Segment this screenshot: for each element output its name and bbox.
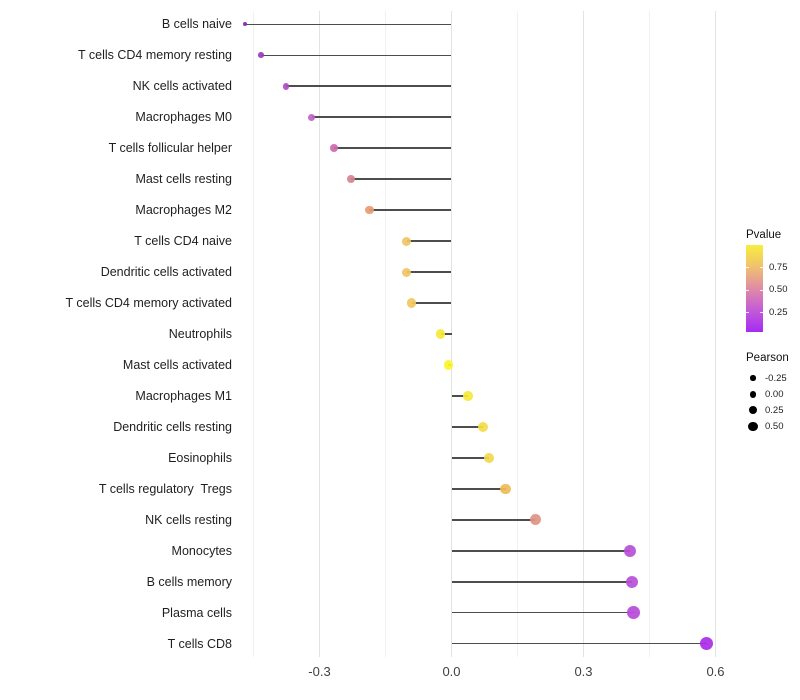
lollipop-dot bbox=[627, 606, 640, 620]
row-label: NK cells resting bbox=[145, 512, 232, 527]
lollipop-dot bbox=[402, 236, 412, 246]
lollipop-stem bbox=[411, 302, 452, 304]
lollipop-dot bbox=[282, 82, 290, 90]
row-label: T cells CD4 memory activated bbox=[65, 296, 233, 311]
row-label: NK cells activated bbox=[132, 79, 232, 94]
lollipop-dot bbox=[623, 544, 636, 557]
row-label: Plasma cells bbox=[161, 605, 232, 620]
minor-gridline bbox=[253, 11, 254, 657]
major-gridline bbox=[583, 11, 584, 657]
lollipop-stem bbox=[451, 519, 536, 521]
lollipop-stem bbox=[351, 178, 452, 180]
row-label: Eosinophils bbox=[168, 450, 232, 465]
pearson-legend-dot bbox=[750, 375, 756, 381]
x-tick-label: -0.3 bbox=[308, 664, 331, 679]
lollipop-stem bbox=[333, 147, 452, 149]
row-label: Macrophages M1 bbox=[135, 388, 232, 403]
x-tick-label: 0.0 bbox=[442, 664, 461, 679]
lollipop-dot bbox=[402, 267, 412, 277]
row-label: Dendritic cells activated bbox=[100, 265, 232, 280]
lollipop-dot bbox=[364, 205, 374, 215]
row-label: Dendritic cells resting bbox=[113, 419, 232, 434]
minor-gridline bbox=[517, 11, 518, 657]
row-label: T cells follicular helper bbox=[108, 141, 232, 156]
lollipop-stem bbox=[451, 642, 707, 645]
pearson-legend-title: Pearson bbox=[746, 352, 789, 364]
pvalue-tick-mark bbox=[760, 312, 763, 314]
lollipop-dot bbox=[625, 575, 639, 588]
lollipop-stem bbox=[406, 271, 452, 273]
row-label: Macrophages M2 bbox=[135, 203, 232, 218]
lollipop-dot bbox=[435, 329, 446, 339]
row-label: Macrophages M0 bbox=[135, 110, 232, 125]
lollipop-stem bbox=[451, 395, 469, 397]
row-label: T cells CD4 memory resting bbox=[78, 48, 232, 63]
pvalue-tick-label: 0.50 bbox=[769, 284, 788, 296]
minor-gridline bbox=[385, 11, 386, 657]
lollipop-dot bbox=[700, 637, 714, 651]
lollipop-stem bbox=[451, 426, 484, 428]
lollipop-stem bbox=[440, 333, 452, 335]
row-label: B cells memory bbox=[146, 574, 232, 589]
major-gridline bbox=[715, 11, 716, 657]
row-label: Neutrophils bbox=[168, 327, 232, 341]
lollipop-stem bbox=[369, 209, 452, 211]
lollipop-stem bbox=[245, 23, 452, 26]
pvalue-legend-title: Pvalue bbox=[746, 229, 782, 241]
lollipop-dot bbox=[500, 483, 511, 495]
pearson-legend-label: -0.25 bbox=[765, 372, 787, 384]
pvalue-tick-mark bbox=[760, 289, 763, 291]
lollipop-stem bbox=[286, 85, 452, 87]
lollipop-stem bbox=[311, 116, 452, 118]
lollipop-stem bbox=[451, 457, 489, 459]
pearson-legend-label: 0.25 bbox=[765, 404, 784, 416]
lollipop-dot bbox=[443, 360, 454, 370]
pearson-legend-dot bbox=[749, 406, 757, 415]
pvalue-gradient-bar bbox=[746, 245, 763, 332]
lollipop-stem bbox=[406, 240, 452, 242]
lollipop-dot bbox=[407, 298, 417, 308]
lollipop-stem bbox=[260, 54, 452, 57]
lollipop-stem bbox=[451, 488, 506, 490]
row-label: Mast cells resting bbox=[135, 172, 232, 187]
pvalue-tick-mark bbox=[760, 267, 763, 269]
x-tick-label: 0.6 bbox=[706, 664, 725, 679]
lollipop-stem bbox=[451, 581, 632, 583]
row-label: Mast cells activated bbox=[122, 357, 232, 372]
minor-gridline bbox=[649, 11, 650, 657]
pvalue-tick-mark bbox=[746, 267, 749, 269]
row-label: T cells CD4 naive bbox=[134, 234, 232, 249]
lollipop-dot bbox=[529, 514, 541, 526]
lollipop-dot bbox=[483, 452, 494, 463]
pvalue-tick-mark bbox=[746, 289, 749, 291]
pearson-legend-dot bbox=[749, 390, 757, 398]
lollipop-dot bbox=[463, 391, 474, 401]
pvalue-tick-label: 0.25 bbox=[769, 306, 788, 318]
lollipop-dot bbox=[329, 144, 338, 153]
lollipop-dot bbox=[258, 52, 264, 59]
lollipop-dot bbox=[478, 421, 489, 432]
pvalue-tick-mark bbox=[746, 312, 749, 314]
row-label: Monocytes bbox=[171, 543, 232, 558]
lollipop-dot bbox=[307, 113, 316, 121]
pearson-legend-label: 0.00 bbox=[765, 388, 784, 400]
lollipop-stem bbox=[451, 550, 630, 552]
row-label: T cells CD8 bbox=[167, 636, 232, 651]
lollipop-dot bbox=[347, 175, 356, 184]
pearson-legend-dot bbox=[748, 421, 758, 432]
pvalue-tick-label: 0.75 bbox=[769, 261, 788, 273]
pearson-legend-label: 0.50 bbox=[765, 421, 784, 433]
lollipop-stem bbox=[451, 611, 634, 614]
lollipop-dot bbox=[243, 22, 248, 27]
major-gridline bbox=[319, 11, 320, 657]
major-gridline bbox=[451, 11, 452, 657]
row-label: T cells regulatory Tregs bbox=[98, 481, 232, 496]
x-tick-label: 0.3 bbox=[574, 664, 593, 679]
row-label: B cells naive bbox=[161, 17, 232, 32]
